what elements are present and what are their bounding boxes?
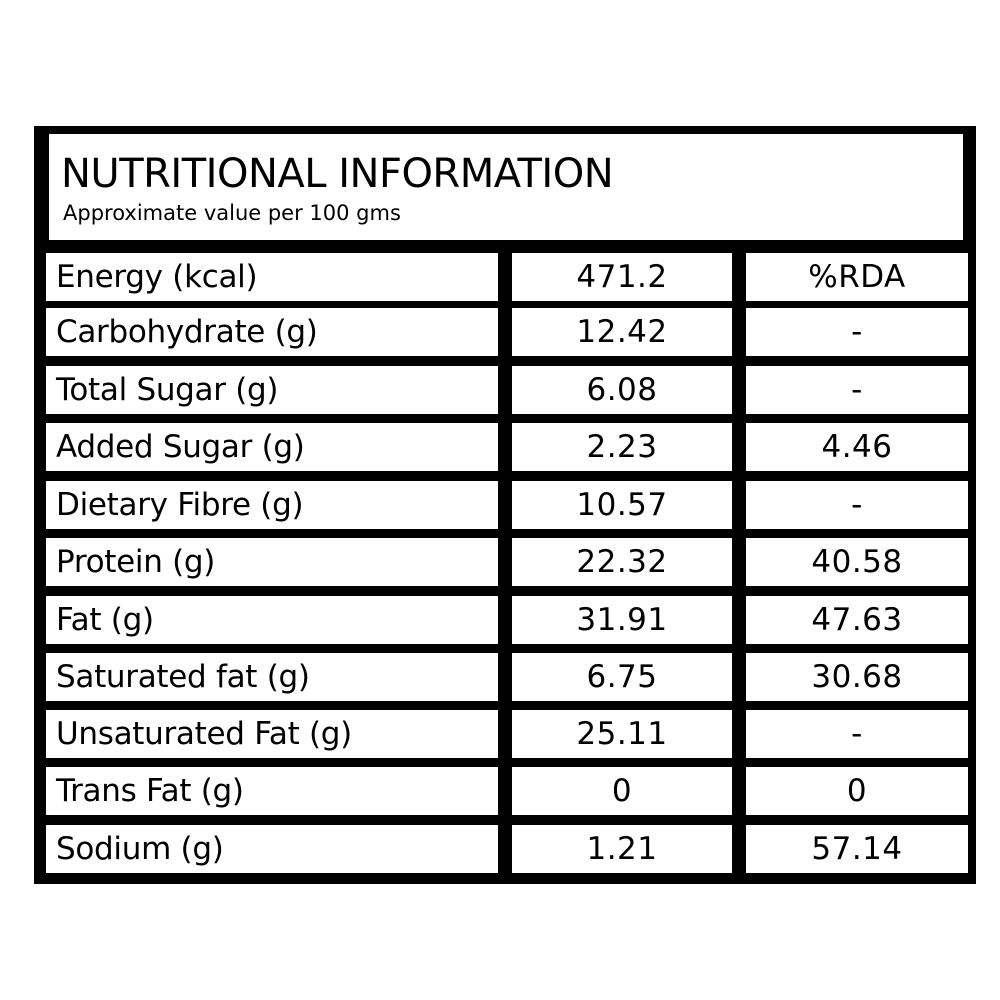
- nutrient-label-cell: Sodium (g): [46, 825, 498, 873]
- nutrient-rda-cell: -: [746, 710, 968, 758]
- nutrient-amount: 25.11: [576, 716, 668, 752]
- nutrient-rda-cell: -: [746, 308, 968, 356]
- nutrient-amount: 6.75: [586, 659, 658, 695]
- nutrient-rda: 0: [846, 773, 868, 809]
- nutrient-rda: 4.46: [821, 429, 893, 465]
- nutrient-value-cell: 31.91: [512, 596, 732, 644]
- nutrient-amount: 0: [611, 773, 633, 809]
- nutrient-label-cell: Carbohydrate (g): [46, 308, 498, 356]
- nutrient-name: Protein (g): [56, 544, 216, 580]
- nutrient-amount: 31.91: [576, 602, 668, 638]
- nutrient-value-cell: 10.57: [512, 481, 732, 529]
- nutrient-amount: 10.57: [576, 487, 668, 523]
- nutrient-name: Carbohydrate (g): [56, 314, 318, 350]
- nutrient-rda: 30.68: [811, 659, 903, 695]
- nutrient-label-cell: Trans Fat (g): [46, 767, 498, 815]
- nutrient-rda-cell: -: [746, 481, 968, 529]
- table-subtitle: Approximate value per 100 gms: [63, 201, 401, 225]
- nutrient-amount: 22.32: [576, 544, 668, 580]
- nutrient-label-cell: Added Sugar (g): [46, 423, 498, 471]
- nutrient-name: Added Sugar (g): [56, 429, 305, 465]
- nutrient-rda-cell: 30.68: [746, 653, 968, 701]
- nutrient-label-cell: Fat (g): [46, 596, 498, 644]
- nutrient-rda: -: [851, 314, 863, 350]
- nutrient-value-cell: 22.32: [512, 538, 732, 586]
- nutrient-amount: 6.08: [586, 372, 658, 408]
- nutrient-amount: 12.42: [576, 314, 668, 350]
- nutrient-rda-cell: 40.58: [746, 538, 968, 586]
- nutrient-amount: 1.21: [586, 831, 658, 867]
- table-header: NUTRITIONAL INFORMATION Approximate valu…: [49, 134, 963, 240]
- nutrient-label-cell: Total Sugar (g): [46, 366, 498, 414]
- nutrient-value-cell: 6.75: [512, 653, 732, 701]
- nutrient-amount: 471.2: [576, 259, 668, 295]
- nutrient-rda-cell: 0: [746, 767, 968, 815]
- nutrient-amount: 2.23: [586, 429, 658, 465]
- nutrient-rda-cell: 57.14: [746, 825, 968, 873]
- nutrient-name: Total Sugar (g): [56, 372, 279, 408]
- nutrient-value-cell: 25.11: [512, 710, 732, 758]
- table-title: NUTRITIONAL INFORMATION: [61, 151, 614, 197]
- nutrient-rda-cell: 4.46: [746, 423, 968, 471]
- nutrient-rda-cell: %RDA: [746, 253, 968, 301]
- nutrient-rda: %RDA: [808, 259, 906, 295]
- nutrient-rda-cell: -: [746, 366, 968, 414]
- nutrient-rda: 57.14: [811, 831, 903, 867]
- nutrient-value-cell: 0: [512, 767, 732, 815]
- nutrient-value-cell: 6.08: [512, 366, 732, 414]
- nutrition-table: NUTRITIONAL INFORMATION Approximate valu…: [34, 126, 976, 884]
- nutrient-label-cell: Saturated fat (g): [46, 653, 498, 701]
- nutrient-value-cell: 2.23: [512, 423, 732, 471]
- nutrient-rda: -: [851, 716, 863, 752]
- nutrient-label-cell: Dietary Fibre (g): [46, 481, 498, 529]
- nutrient-value-cell: 471.2: [512, 253, 732, 301]
- nutrient-name: Sodium (g): [56, 831, 224, 867]
- nutrient-value-cell: 1.21: [512, 825, 732, 873]
- nutrient-rda: 40.58: [811, 544, 903, 580]
- nutrient-label-cell: Unsaturated Fat (g): [46, 710, 498, 758]
- nutrient-name: Energy (kcal): [56, 259, 258, 295]
- nutrient-label-cell: Protein (g): [46, 538, 498, 586]
- nutrient-name: Fat (g): [56, 602, 154, 638]
- nutrient-name: Dietary Fibre (g): [56, 487, 304, 523]
- nutrient-value-cell: 12.42: [512, 308, 732, 356]
- nutrient-label-cell: Energy (kcal): [46, 253, 498, 301]
- nutrient-name: Saturated fat (g): [56, 659, 310, 695]
- nutrient-rda: -: [851, 487, 863, 523]
- nutrient-rda: 47.63: [811, 602, 903, 638]
- nutrient-rda-cell: 47.63: [746, 596, 968, 644]
- nutrient-name: Trans Fat (g): [56, 773, 244, 809]
- nutrient-rda: -: [851, 372, 863, 408]
- nutrient-name: Unsaturated Fat (g): [56, 716, 352, 752]
